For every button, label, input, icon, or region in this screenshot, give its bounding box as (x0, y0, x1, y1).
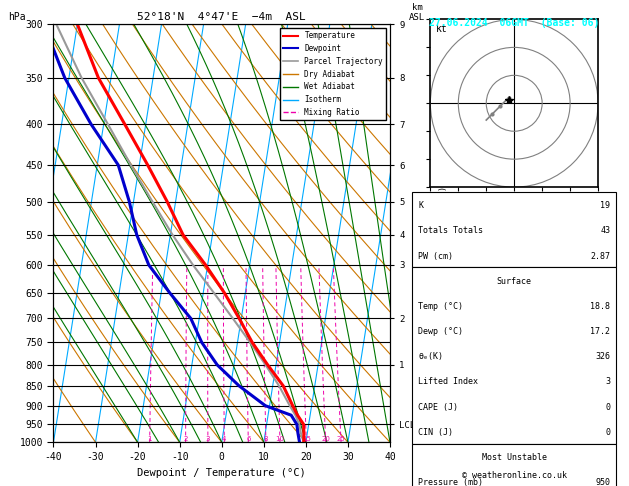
Text: 0: 0 (605, 428, 610, 437)
Text: 0: 0 (605, 402, 610, 412)
Text: Most Unstable: Most Unstable (482, 453, 547, 462)
Text: 1: 1 (147, 436, 152, 442)
Text: CAPE (J): CAPE (J) (418, 402, 458, 412)
Text: θₑ(K): θₑ(K) (418, 352, 443, 361)
Text: Temp (°C): Temp (°C) (418, 302, 463, 311)
Text: hPa: hPa (8, 12, 26, 22)
Bar (412, 267, 616, 444)
Text: K: K (418, 201, 423, 210)
Text: 27.06.2024  06GMT  (Base: 06): 27.06.2024 06GMT (Base: 06) (430, 18, 599, 28)
Text: 10: 10 (276, 436, 284, 442)
Text: © weatheronline.co.uk: © weatheronline.co.uk (462, 471, 567, 480)
Text: kt: kt (435, 24, 447, 35)
Text: 43: 43 (600, 226, 610, 235)
Text: 15: 15 (302, 436, 311, 442)
Text: 326: 326 (595, 352, 610, 361)
X-axis label: Dewpoint / Temperature (°C): Dewpoint / Temperature (°C) (137, 468, 306, 478)
Text: CIN (J): CIN (J) (418, 428, 453, 437)
Text: Dewp (°C): Dewp (°C) (418, 327, 463, 336)
Title: 52°18'N  4°47'E  −4m  ASL: 52°18'N 4°47'E −4m ASL (137, 12, 306, 22)
Text: 20: 20 (321, 436, 330, 442)
Text: PW (cm): PW (cm) (418, 252, 453, 260)
Text: 8: 8 (264, 436, 268, 442)
Text: 18.8: 18.8 (590, 302, 610, 311)
Text: 2: 2 (184, 436, 188, 442)
Text: 6: 6 (246, 436, 250, 442)
Text: 25: 25 (337, 436, 345, 442)
Text: 19: 19 (600, 201, 610, 210)
Text: Lifted Index: Lifted Index (418, 378, 478, 386)
Text: Surface: Surface (497, 277, 532, 286)
Bar (412, 192, 616, 267)
Legend: Temperature, Dewpoint, Parcel Trajectory, Dry Adiabat, Wet Adiabat, Isotherm, Mi: Temperature, Dewpoint, Parcel Trajectory… (280, 28, 386, 120)
Text: km
ASL: km ASL (409, 3, 425, 22)
Bar (412, 444, 616, 486)
Text: Pressure (mb): Pressure (mb) (418, 478, 483, 486)
Text: 3: 3 (206, 436, 210, 442)
Text: Mixing Ratio (g/kg): Mixing Ratio (g/kg) (439, 186, 448, 281)
Text: 17.2: 17.2 (590, 327, 610, 336)
Text: 4: 4 (222, 436, 226, 442)
Text: 950: 950 (595, 478, 610, 486)
Text: 3: 3 (605, 378, 610, 386)
Text: Totals Totals: Totals Totals (418, 226, 483, 235)
Text: 2.87: 2.87 (590, 252, 610, 260)
